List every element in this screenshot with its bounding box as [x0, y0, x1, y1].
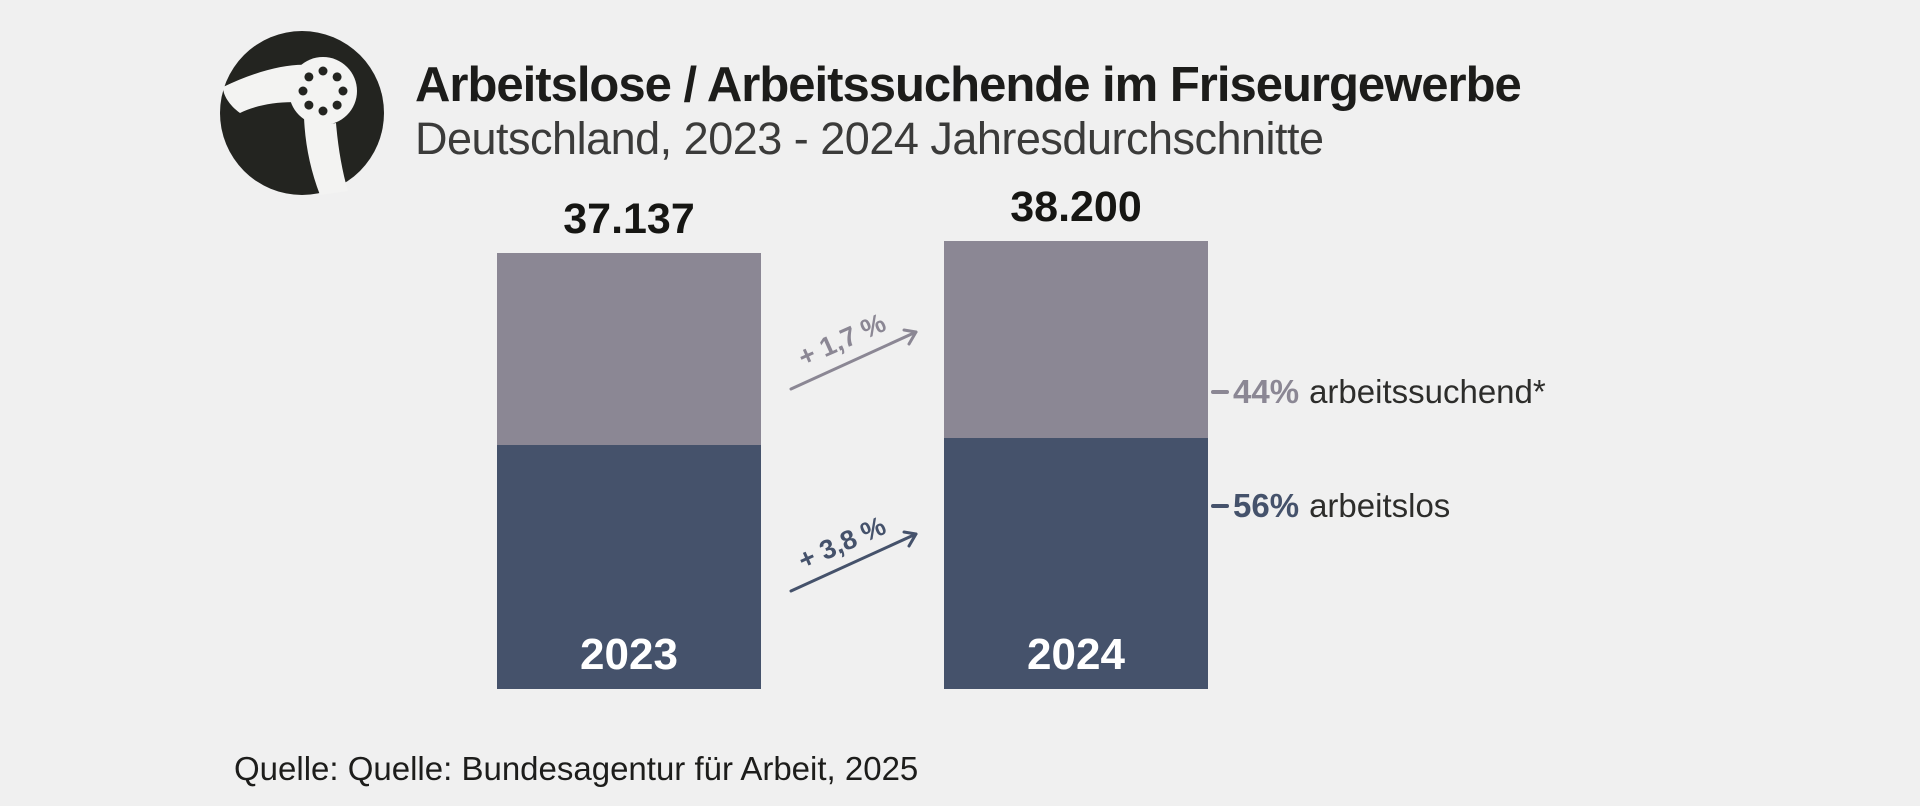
increase-arrow-top: [789, 328, 918, 391]
legend-arbeitslos: 56% arbeitslos: [1233, 486, 1450, 526]
tick-arbeitssuchend: [1211, 390, 1229, 394]
bar-group-2023: 37.137 2023: [497, 195, 761, 689]
chart-subtitle: Deutschland, 2023 - 2024 Jahresdurchschn…: [415, 113, 1324, 164]
source-note: Quelle: Quelle: Bundesagentur für Arbeit…: [234, 750, 919, 787]
segment-arbeitslos-2023: 2023: [497, 445, 761, 689]
pct-arbeitssuchend: 44%: [1233, 373, 1300, 410]
label-arbeitslos: arbeitslos: [1309, 487, 1451, 524]
chart-title: Arbeitslose / Arbeitssuchende im Friseur…: [415, 58, 1522, 112]
segment-arbeitssuchend-2023: [497, 253, 761, 445]
hair-dryer-icon: [220, 31, 384, 195]
bar-group-2024: 38.200 2024: [944, 183, 1208, 689]
label-arbeitssuchend: arbeitssuchend*: [1309, 373, 1546, 410]
category-label-2023: 2023: [580, 630, 678, 679]
segment-arbeitslos-2024: 2024: [944, 438, 1208, 689]
increase-arrow-bottom: [789, 530, 918, 593]
tick-arbeitslos: [1211, 504, 1229, 508]
logo-badge: [220, 31, 384, 195]
pct-arbeitslos: 56%: [1233, 487, 1300, 524]
segment-arbeitssuchend-2024: [944, 241, 1208, 438]
legend-arbeitssuchend: 44% arbeitssuchend*: [1233, 372, 1546, 412]
total-label-2023: 37.137: [563, 195, 695, 243]
category-label-2024: 2024: [1027, 630, 1125, 679]
total-label-2024: 38.200: [1010, 183, 1142, 231]
